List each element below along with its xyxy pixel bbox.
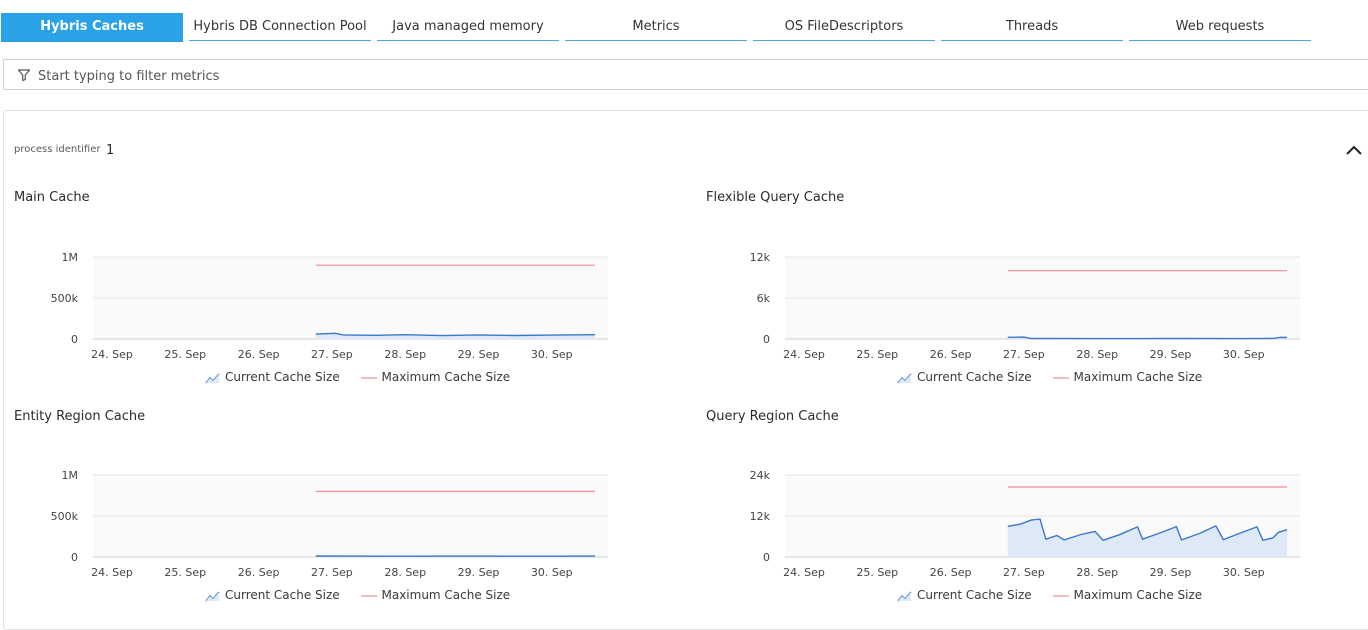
chart-title: Main Cache xyxy=(14,190,90,205)
tab-bar: Hybris Caches Hybris DB Connection Pool … xyxy=(0,13,1368,43)
area-series-icon xyxy=(897,590,913,602)
legend-label: Maximum Cache Size xyxy=(1073,370,1202,384)
x-tick-label: 24. Sep xyxy=(783,566,825,579)
y-tick-label: 24k xyxy=(750,469,771,482)
x-tick-label: 29. Sep xyxy=(1150,348,1192,361)
legend-label: Current Cache Size xyxy=(225,370,340,384)
filter-bar xyxy=(3,59,1368,90)
x-tick-label: 29. Sep xyxy=(458,566,500,579)
legend-current-cache-size[interactable]: Current Cache Size xyxy=(897,370,1032,384)
tab-hybris-caches[interactable]: Hybris Caches xyxy=(1,13,183,42)
x-tick-label: 29. Sep xyxy=(458,348,500,361)
main-cache-chart: 0 500k 1M 24. Sep 25. Sep 26. Sep 27. Sep 28. S… xyxy=(0,240,640,370)
legend-label: Maximum Cache Size xyxy=(381,588,510,602)
chart-legend: Current Cache Size Maximum Cache Size xyxy=(205,588,528,602)
line-series-icon xyxy=(1053,590,1069,602)
legend-maximum-cache-size[interactable]: Maximum Cache Size xyxy=(361,588,510,602)
y-tick-label: 1M xyxy=(62,251,79,264)
y-tick-label: 0 xyxy=(71,551,78,564)
x-tick-label: 25. Sep xyxy=(856,348,898,361)
process-identifier-label: process identifier xyxy=(14,144,100,155)
process-identifier-value: 1 xyxy=(106,143,114,158)
tab-java-managed-memory[interactable]: Java managed memory xyxy=(377,13,559,41)
x-tick-label: 30. Sep xyxy=(531,566,573,579)
x-tick-label: 26. Sep xyxy=(238,566,280,579)
legend-label: Current Cache Size xyxy=(917,370,1032,384)
chart-title: Flexible Query Cache xyxy=(706,190,844,205)
x-tick-label: 30. Sep xyxy=(1223,566,1265,579)
y-tick-label: 1M xyxy=(62,469,79,482)
x-tick-label: 26. Sep xyxy=(930,348,972,361)
entity-region-cache-chart: 0 500k 1M 24. Sep 25. Sep 26. Sep 27. Sep 28. S… xyxy=(0,458,640,588)
chevron-up-icon[interactable] xyxy=(1345,143,1363,157)
legend-label: Maximum Cache Size xyxy=(381,370,510,384)
x-tick-label: 30. Sep xyxy=(1223,348,1265,361)
area-series-icon xyxy=(205,590,221,602)
x-tick-label: 28. Sep xyxy=(1076,348,1118,361)
filter-icon xyxy=(17,68,31,82)
x-tick-label: 28. Sep xyxy=(384,348,426,361)
legend-label: Current Cache Size xyxy=(225,588,340,602)
x-tick-label: 26. Sep xyxy=(930,566,972,579)
tab-os-filedescriptors[interactable]: OS FileDescriptors xyxy=(753,13,935,41)
legend-maximum-cache-size[interactable]: Maximum Cache Size xyxy=(1053,370,1202,384)
x-tick-label: 27. Sep xyxy=(1003,348,1045,361)
query-region-cache-chart: 0 12k 24k 24. Sep 25. Sep 26. Sep 27. Sep 28. S… xyxy=(692,458,1332,588)
chart-legend: Current Cache Size Maximum Cache Size xyxy=(897,588,1220,602)
tab-hybris-db-connection-pool[interactable]: Hybris DB Connection Pool xyxy=(189,13,371,41)
y-tick-label: 12k xyxy=(750,251,771,264)
x-tick-label: 26. Sep xyxy=(238,348,280,361)
legend-label: Maximum Cache Size xyxy=(1073,588,1202,602)
chart-legend: Current Cache Size Maximum Cache Size xyxy=(897,370,1220,384)
line-series-icon xyxy=(361,372,377,384)
line-series-icon xyxy=(361,590,377,602)
area-series-icon xyxy=(897,372,913,384)
x-tick-label: 27. Sep xyxy=(311,566,353,579)
tab-web-requests[interactable]: Web requests xyxy=(1129,13,1311,41)
line-series-icon xyxy=(1053,372,1069,384)
legend-label: Current Cache Size xyxy=(917,588,1032,602)
chart-title: Entity Region Cache xyxy=(14,409,145,424)
tab-threads[interactable]: Threads xyxy=(941,13,1123,41)
x-tick-label: 24. Sep xyxy=(783,348,825,361)
legend-maximum-cache-size[interactable]: Maximum Cache Size xyxy=(1053,588,1202,602)
x-tick-label: 25. Sep xyxy=(164,348,206,361)
y-tick-label: 0 xyxy=(71,333,78,346)
y-tick-label: 500k xyxy=(51,510,79,523)
x-tick-label: 29. Sep xyxy=(1150,566,1192,579)
chart-legend: Current Cache Size Maximum Cache Size xyxy=(205,370,528,384)
y-tick-label: 0 xyxy=(763,333,770,346)
tab-metrics[interactable]: Metrics xyxy=(565,13,747,41)
x-tick-label: 30. Sep xyxy=(531,348,573,361)
x-tick-label: 28. Sep xyxy=(384,566,426,579)
legend-current-cache-size[interactable]: Current Cache Size xyxy=(205,588,340,602)
x-tick-label: 25. Sep xyxy=(164,566,206,579)
y-tick-label: 0 xyxy=(763,551,770,564)
y-tick-label: 12k xyxy=(750,510,771,523)
area-series-icon xyxy=(205,372,221,384)
x-tick-label: 28. Sep xyxy=(1076,566,1118,579)
x-tick-label: 24. Sep xyxy=(91,566,133,579)
x-tick-label: 25. Sep xyxy=(856,566,898,579)
legend-current-cache-size[interactable]: Current Cache Size xyxy=(205,370,340,384)
legend-current-cache-size[interactable]: Current Cache Size xyxy=(897,588,1032,602)
chart-title: Query Region Cache xyxy=(706,409,839,424)
x-tick-label: 27. Sep xyxy=(1003,566,1045,579)
filter-metrics-input[interactable] xyxy=(36,64,940,88)
y-tick-label: 500k xyxy=(51,292,79,305)
x-tick-label: 24. Sep xyxy=(91,348,133,361)
legend-maximum-cache-size[interactable]: Maximum Cache Size xyxy=(361,370,510,384)
y-tick-label: 6k xyxy=(757,292,771,305)
x-tick-label: 27. Sep xyxy=(311,348,353,361)
flexible-query-cache-chart: 0 6k 12k 24. Sep 25. Sep 26. Sep 27. Sep 28. Se… xyxy=(692,240,1332,370)
